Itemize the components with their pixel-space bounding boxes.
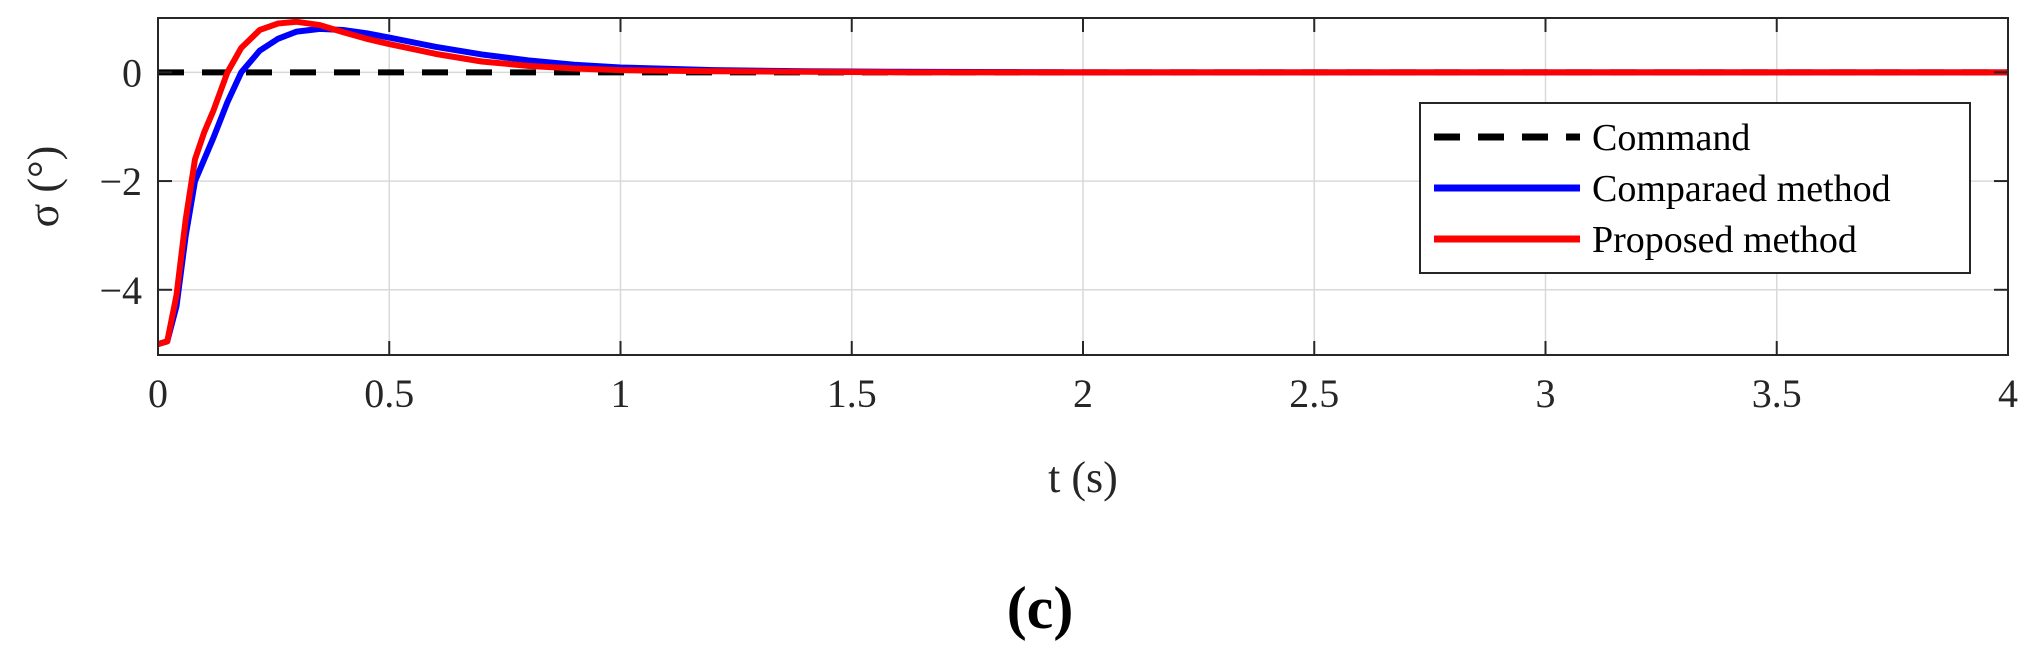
axis-ticks: 0 0.5 1 1.5 2 2.5 3 3.5 4 −4 −2 0	[99, 18, 2018, 416]
x-tick-label: 0.5	[364, 371, 414, 416]
y-axis-label: σ (°)	[19, 146, 68, 228]
legend-label: Proposed method	[1592, 219, 1857, 261]
legend-label: Comparaed method	[1592, 168, 1891, 210]
x-tick-label: 1.5	[827, 371, 877, 416]
x-tick-label: 3	[1536, 371, 1556, 416]
legend-entries: Command Comparaed method Proposed method	[1434, 117, 1891, 261]
x-tick-label: 2.5	[1289, 371, 1339, 416]
y-tick-label: 0	[122, 50, 142, 95]
legend-label: Command	[1592, 117, 1750, 159]
x-axis-label: t (s)	[1048, 453, 1118, 502]
series-line-proposed-method	[157, 18, 2008, 348]
series-lines	[157, 18, 2008, 348]
x-tick-label: 4	[1998, 371, 2018, 416]
panel-label: (c)	[1007, 575, 1074, 641]
y-tick-label: −2	[99, 159, 142, 204]
x-tick-label: 0	[148, 371, 168, 416]
legend: Command Comparaed method Proposed method	[1419, 102, 1971, 274]
y-tick-label: −4	[99, 268, 142, 313]
x-tick-label: 2	[1073, 371, 1093, 416]
x-tick-label: 3.5	[1752, 371, 1802, 416]
x-tick-label: 1	[611, 371, 631, 416]
